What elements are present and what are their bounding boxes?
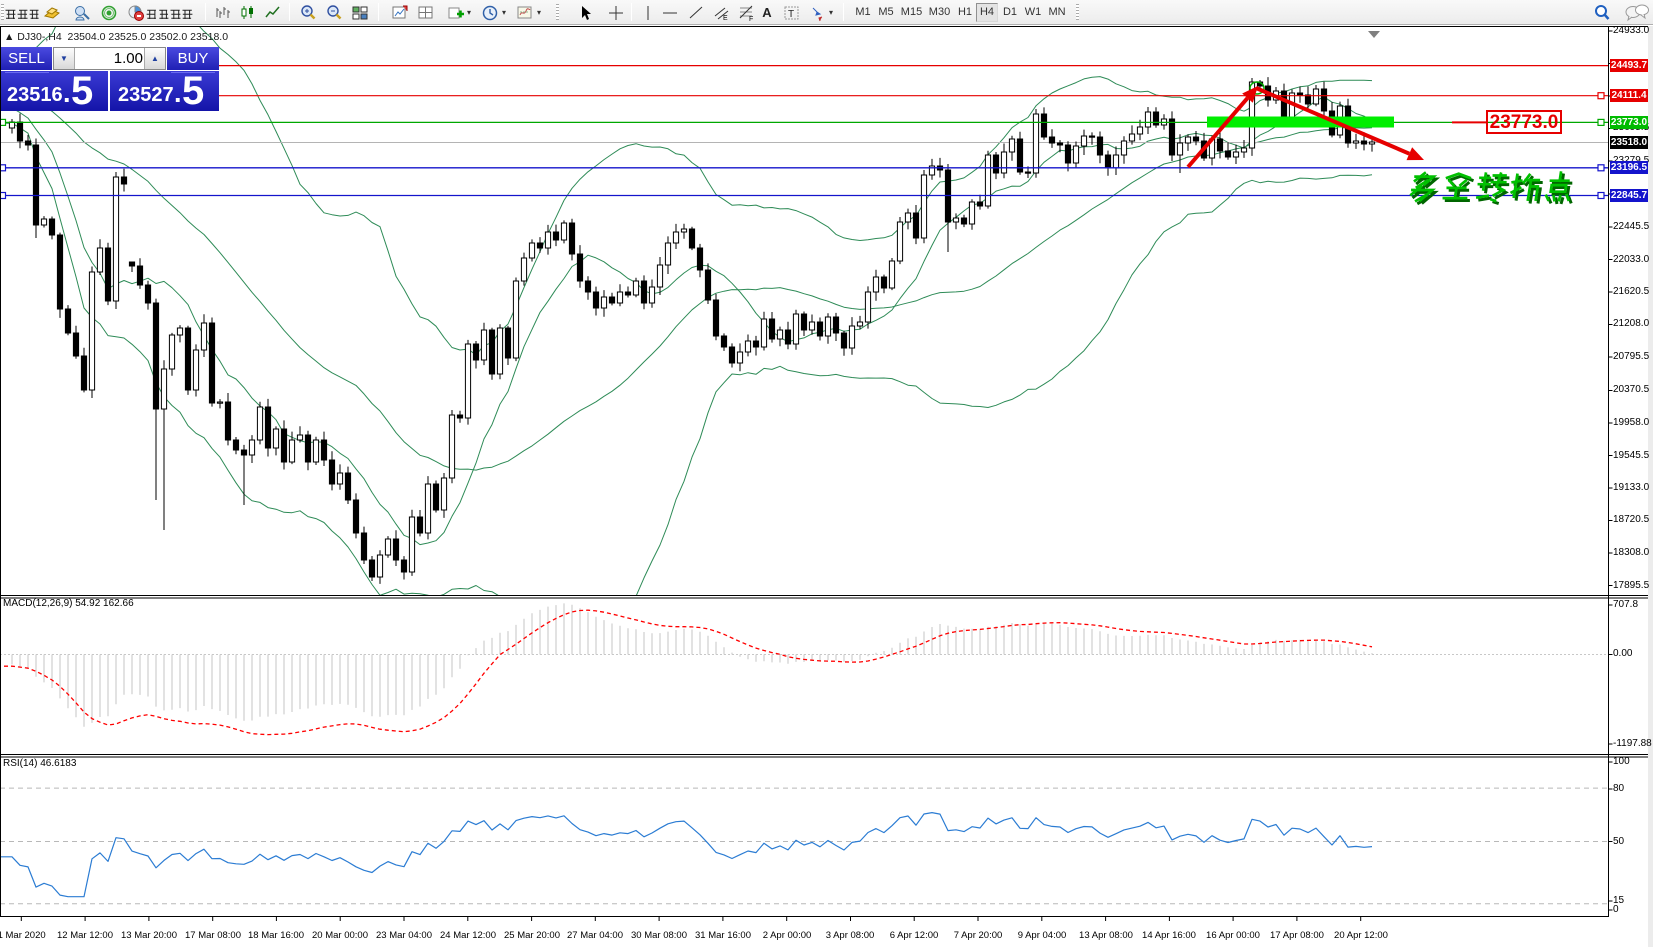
svg-text:F: F	[749, 16, 753, 22]
svg-text:T: T	[788, 9, 794, 20]
svg-text:E: E	[723, 15, 728, 22]
